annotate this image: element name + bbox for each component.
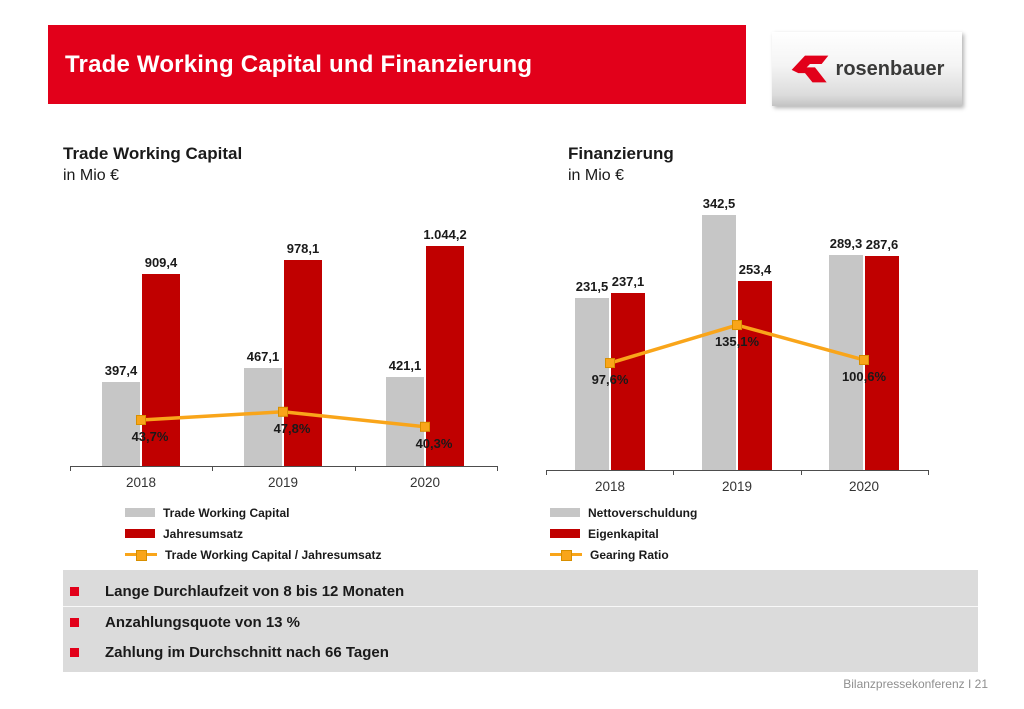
slide-header: Trade Working Capital und Finanzierung bbox=[48, 25, 746, 104]
legend-label: Trade Working Capital bbox=[163, 505, 290, 520]
x-axis-year-label: 2019 bbox=[721, 479, 753, 494]
red-bar bbox=[142, 274, 180, 466]
gray-bar bbox=[829, 254, 863, 470]
red-bar bbox=[611, 293, 645, 470]
ratio-percent-label: 100,6% bbox=[841, 368, 887, 384]
x-axis-year-label: 2020 bbox=[848, 479, 880, 494]
gray-bar bbox=[575, 297, 609, 470]
line-marker-icon bbox=[278, 406, 288, 417]
x-axis-tick bbox=[673, 470, 675, 475]
key-point-text: Anzahlungsquote von 13 % bbox=[105, 613, 301, 631]
line-marker-icon bbox=[420, 421, 430, 432]
bar-value-label: 289,3 bbox=[829, 235, 863, 251]
ratio-line-plot bbox=[136, 406, 430, 432]
rosenbauer-logo: rosenbauer bbox=[772, 32, 962, 106]
bar-value-label: 1.044,2 bbox=[423, 226, 467, 242]
red-bar bbox=[426, 245, 464, 466]
bar-value-label: 231,5 bbox=[575, 278, 609, 294]
key-point-row: Zahlung im Durchschnitt nach 66 Tagen bbox=[63, 637, 978, 667]
legend-trade-working-capital: Trade Working Capital Jahresumsatz Trade… bbox=[125, 502, 382, 565]
key-point-row: Lange Durchlaufzeit von 8 bis 12 Monaten bbox=[63, 577, 978, 607]
key-point-row: Anzahlungsquote von 13 % bbox=[63, 607, 978, 637]
red-bar bbox=[284, 259, 322, 466]
legend-item: Trade Working Capital / Jahresumsatz bbox=[125, 544, 382, 565]
legend-label: Nettoverschuldung bbox=[588, 505, 698, 520]
chart-title-left-text: Trade Working Capital bbox=[63, 144, 243, 163]
bar-value-label: 237,1 bbox=[611, 274, 645, 290]
x-axis-tick bbox=[800, 470, 802, 475]
x-axis-tick bbox=[70, 466, 71, 471]
x-axis-year-label: 2018 bbox=[125, 475, 157, 490]
x-axis-tick bbox=[497, 466, 498, 471]
red-bar bbox=[865, 255, 899, 470]
x-axis-year-label: 2018 bbox=[594, 479, 626, 494]
key-point-text: Lange Durchlaufzeit von 8 bis 12 Monaten bbox=[105, 583, 405, 600]
chart-subtitle-right: in Mio € bbox=[568, 167, 625, 184]
ratio-percent-label: 47,8% bbox=[273, 420, 311, 436]
ratio-line-plot bbox=[605, 320, 869, 369]
bullet-square-icon bbox=[70, 587, 79, 596]
legend-item: Trade Working Capital bbox=[125, 502, 382, 523]
x-axis-tick bbox=[928, 470, 929, 475]
gray-bar-swatch-icon bbox=[125, 508, 155, 517]
legend-finanzierung: Nettoverschuldung Eigenkapital Gearing R… bbox=[550, 502, 697, 565]
chart-subtitle-left: in Mio € bbox=[63, 167, 120, 184]
bar-value-label: 287,6 bbox=[865, 236, 899, 252]
ratio-percent-label: 135,1% bbox=[714, 334, 760, 350]
chart-trade-working-capital: 397,4 909,4 2018 467,1 978,1 2019 421,1 1.044,2… bbox=[60, 200, 512, 500]
bar-value-label: 397,4 bbox=[104, 363, 138, 379]
ratio-percent-label: 97,6% bbox=[591, 372, 629, 388]
gray-bar bbox=[244, 367, 282, 466]
gray-bar bbox=[102, 382, 140, 466]
x-axis-tick bbox=[212, 466, 214, 471]
gray-bar bbox=[702, 215, 736, 470]
chart-finanzierung: 231,5 237,1 2018 342,5 253,4 2019 289,3 287,6 20… bbox=[540, 190, 1000, 502]
x-axis-tick bbox=[546, 470, 547, 475]
x-axis-line bbox=[546, 470, 928, 471]
bar-value-label: 253,4 bbox=[738, 262, 772, 278]
slide-title: Trade Working Capital und Finanzierung bbox=[65, 51, 533, 78]
rosenbauer-logo-text: rosenbauer bbox=[835, 57, 945, 80]
red-bar-swatch-icon bbox=[550, 529, 580, 538]
key-point-text: Zahlung im Durchschnitt nach 66 Tagen bbox=[105, 643, 389, 661]
line-marker-icon bbox=[859, 354, 869, 365]
rosenbauer-logo-icon bbox=[791, 55, 828, 83]
legend-item: Eigenkapital bbox=[550, 523, 697, 544]
ratio-percent-label: 40,3% bbox=[415, 435, 453, 451]
x-axis-line bbox=[70, 466, 497, 467]
bar-value-label: 421,1 bbox=[388, 358, 422, 374]
line-marker-icon bbox=[732, 320, 742, 331]
legend-item: Nettoverschuldung bbox=[550, 502, 697, 523]
red-bar-swatch-icon bbox=[125, 529, 155, 538]
key-points-box: Lange Durchlaufzeit von 8 bis 12 Monaten… bbox=[63, 570, 978, 672]
chart-title-right-text: Finanzierung bbox=[568, 144, 674, 163]
chart-title-left: Trade Working Capital in Mio € bbox=[63, 144, 383, 185]
line-marker-icon bbox=[136, 415, 146, 425]
ratio-percent-label: 43,7% bbox=[131, 429, 169, 444]
bar-value-label: 467,1 bbox=[246, 348, 280, 364]
legend-item: Jahresumsatz bbox=[125, 523, 382, 544]
legend-label: Trade Working Capital / Jahresumsatz bbox=[165, 547, 382, 562]
legend-label: Gearing Ratio bbox=[590, 547, 669, 562]
x-axis-tick bbox=[354, 466, 356, 471]
footer-page-number: Bilanzpressekonferenz I 21 bbox=[843, 677, 988, 691]
chart-title-right: Finanzierung in Mio € bbox=[568, 144, 888, 185]
bar-value-label: 978,1 bbox=[286, 240, 320, 256]
bullet-square-icon bbox=[70, 647, 79, 657]
x-axis-year-label: 2020 bbox=[409, 475, 441, 490]
bar-value-label: 909,4 bbox=[144, 255, 178, 271]
orange-line-swatch-icon bbox=[550, 550, 582, 561]
bar-value-label: 342,5 bbox=[702, 196, 736, 211]
legend-label: Eigenkapital bbox=[588, 526, 659, 541]
line-marker-icon bbox=[605, 358, 615, 369]
x-axis-year-label: 2019 bbox=[267, 475, 299, 490]
gray-bar-swatch-icon bbox=[550, 508, 580, 517]
orange-line-swatch-icon bbox=[125, 550, 157, 561]
legend-label: Jahresumsatz bbox=[163, 526, 244, 541]
red-bar bbox=[738, 281, 772, 470]
bullet-square-icon bbox=[70, 617, 79, 627]
legend-item: Gearing Ratio bbox=[550, 544, 697, 565]
